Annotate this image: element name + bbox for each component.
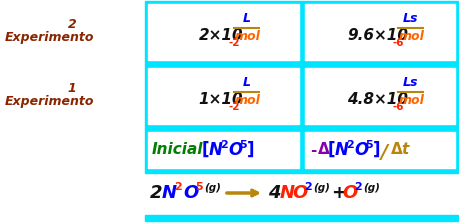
Bar: [145, 1, 457, 65]
Text: N: N: [162, 184, 177, 202]
Text: O: O: [341, 184, 357, 202]
Text: (g): (g): [362, 183, 379, 193]
Text: Ls: Ls: [402, 12, 417, 25]
Text: [: [: [327, 141, 335, 159]
Text: mol: mol: [397, 29, 424, 43]
Text: 2: 2: [67, 17, 76, 31]
Text: O: O: [353, 141, 367, 159]
Text: mol: mol: [234, 93, 260, 107]
Text: O: O: [183, 184, 198, 202]
Text: 5: 5: [239, 140, 246, 150]
Text: L: L: [242, 76, 250, 89]
Text: 2: 2: [303, 182, 311, 192]
Text: N: N: [334, 141, 348, 159]
Text: O: O: [228, 141, 241, 159]
Text: /: /: [380, 142, 387, 161]
Text: 2: 2: [219, 140, 227, 150]
Text: [: [: [202, 141, 209, 159]
Text: 5: 5: [195, 182, 202, 192]
Text: ]: ]: [372, 141, 380, 159]
Bar: [148, 4, 298, 60]
Bar: [304, 132, 454, 168]
Text: N: N: [208, 141, 223, 159]
Bar: [145, 129, 457, 173]
Text: Δ: Δ: [390, 142, 402, 157]
Text: t: t: [400, 142, 408, 157]
Text: Δ: Δ: [317, 142, 329, 157]
Text: -6: -6: [392, 38, 403, 48]
Text: O: O: [291, 184, 307, 202]
Bar: [304, 68, 454, 124]
Text: Experimento: Experimento: [5, 31, 94, 45]
Text: 2: 2: [353, 182, 361, 192]
Text: 1: 1: [67, 81, 76, 95]
Text: 2×10: 2×10: [198, 29, 243, 43]
Text: ]: ]: [246, 141, 254, 159]
Bar: [145, 215, 457, 221]
Bar: [148, 132, 298, 168]
Bar: [304, 4, 454, 60]
Text: Ls: Ls: [402, 76, 417, 89]
Text: Experimento: Experimento: [5, 95, 94, 109]
Text: -2: -2: [228, 102, 240, 112]
Text: mol: mol: [397, 93, 424, 107]
Text: 2: 2: [174, 182, 181, 192]
Text: L: L: [242, 12, 250, 25]
Text: 9.6×10: 9.6×10: [347, 29, 408, 43]
Text: -6: -6: [392, 102, 403, 112]
Text: 4.8×10: 4.8×10: [347, 93, 408, 107]
Text: Inicial: Inicial: [151, 142, 203, 157]
Text: 4: 4: [268, 184, 280, 202]
Text: N: N: [280, 184, 295, 202]
Text: 2: 2: [150, 184, 162, 202]
Text: 2: 2: [345, 140, 353, 150]
Text: (g): (g): [312, 183, 329, 193]
Text: 1×10: 1×10: [198, 93, 243, 107]
Bar: [145, 65, 457, 129]
Text: mol: mol: [234, 29, 260, 43]
Text: 5: 5: [364, 140, 372, 150]
Text: (g): (g): [203, 183, 220, 193]
Bar: [148, 68, 298, 124]
Text: -: -: [309, 142, 316, 157]
Text: -2: -2: [228, 38, 240, 48]
Text: +: +: [330, 184, 345, 202]
